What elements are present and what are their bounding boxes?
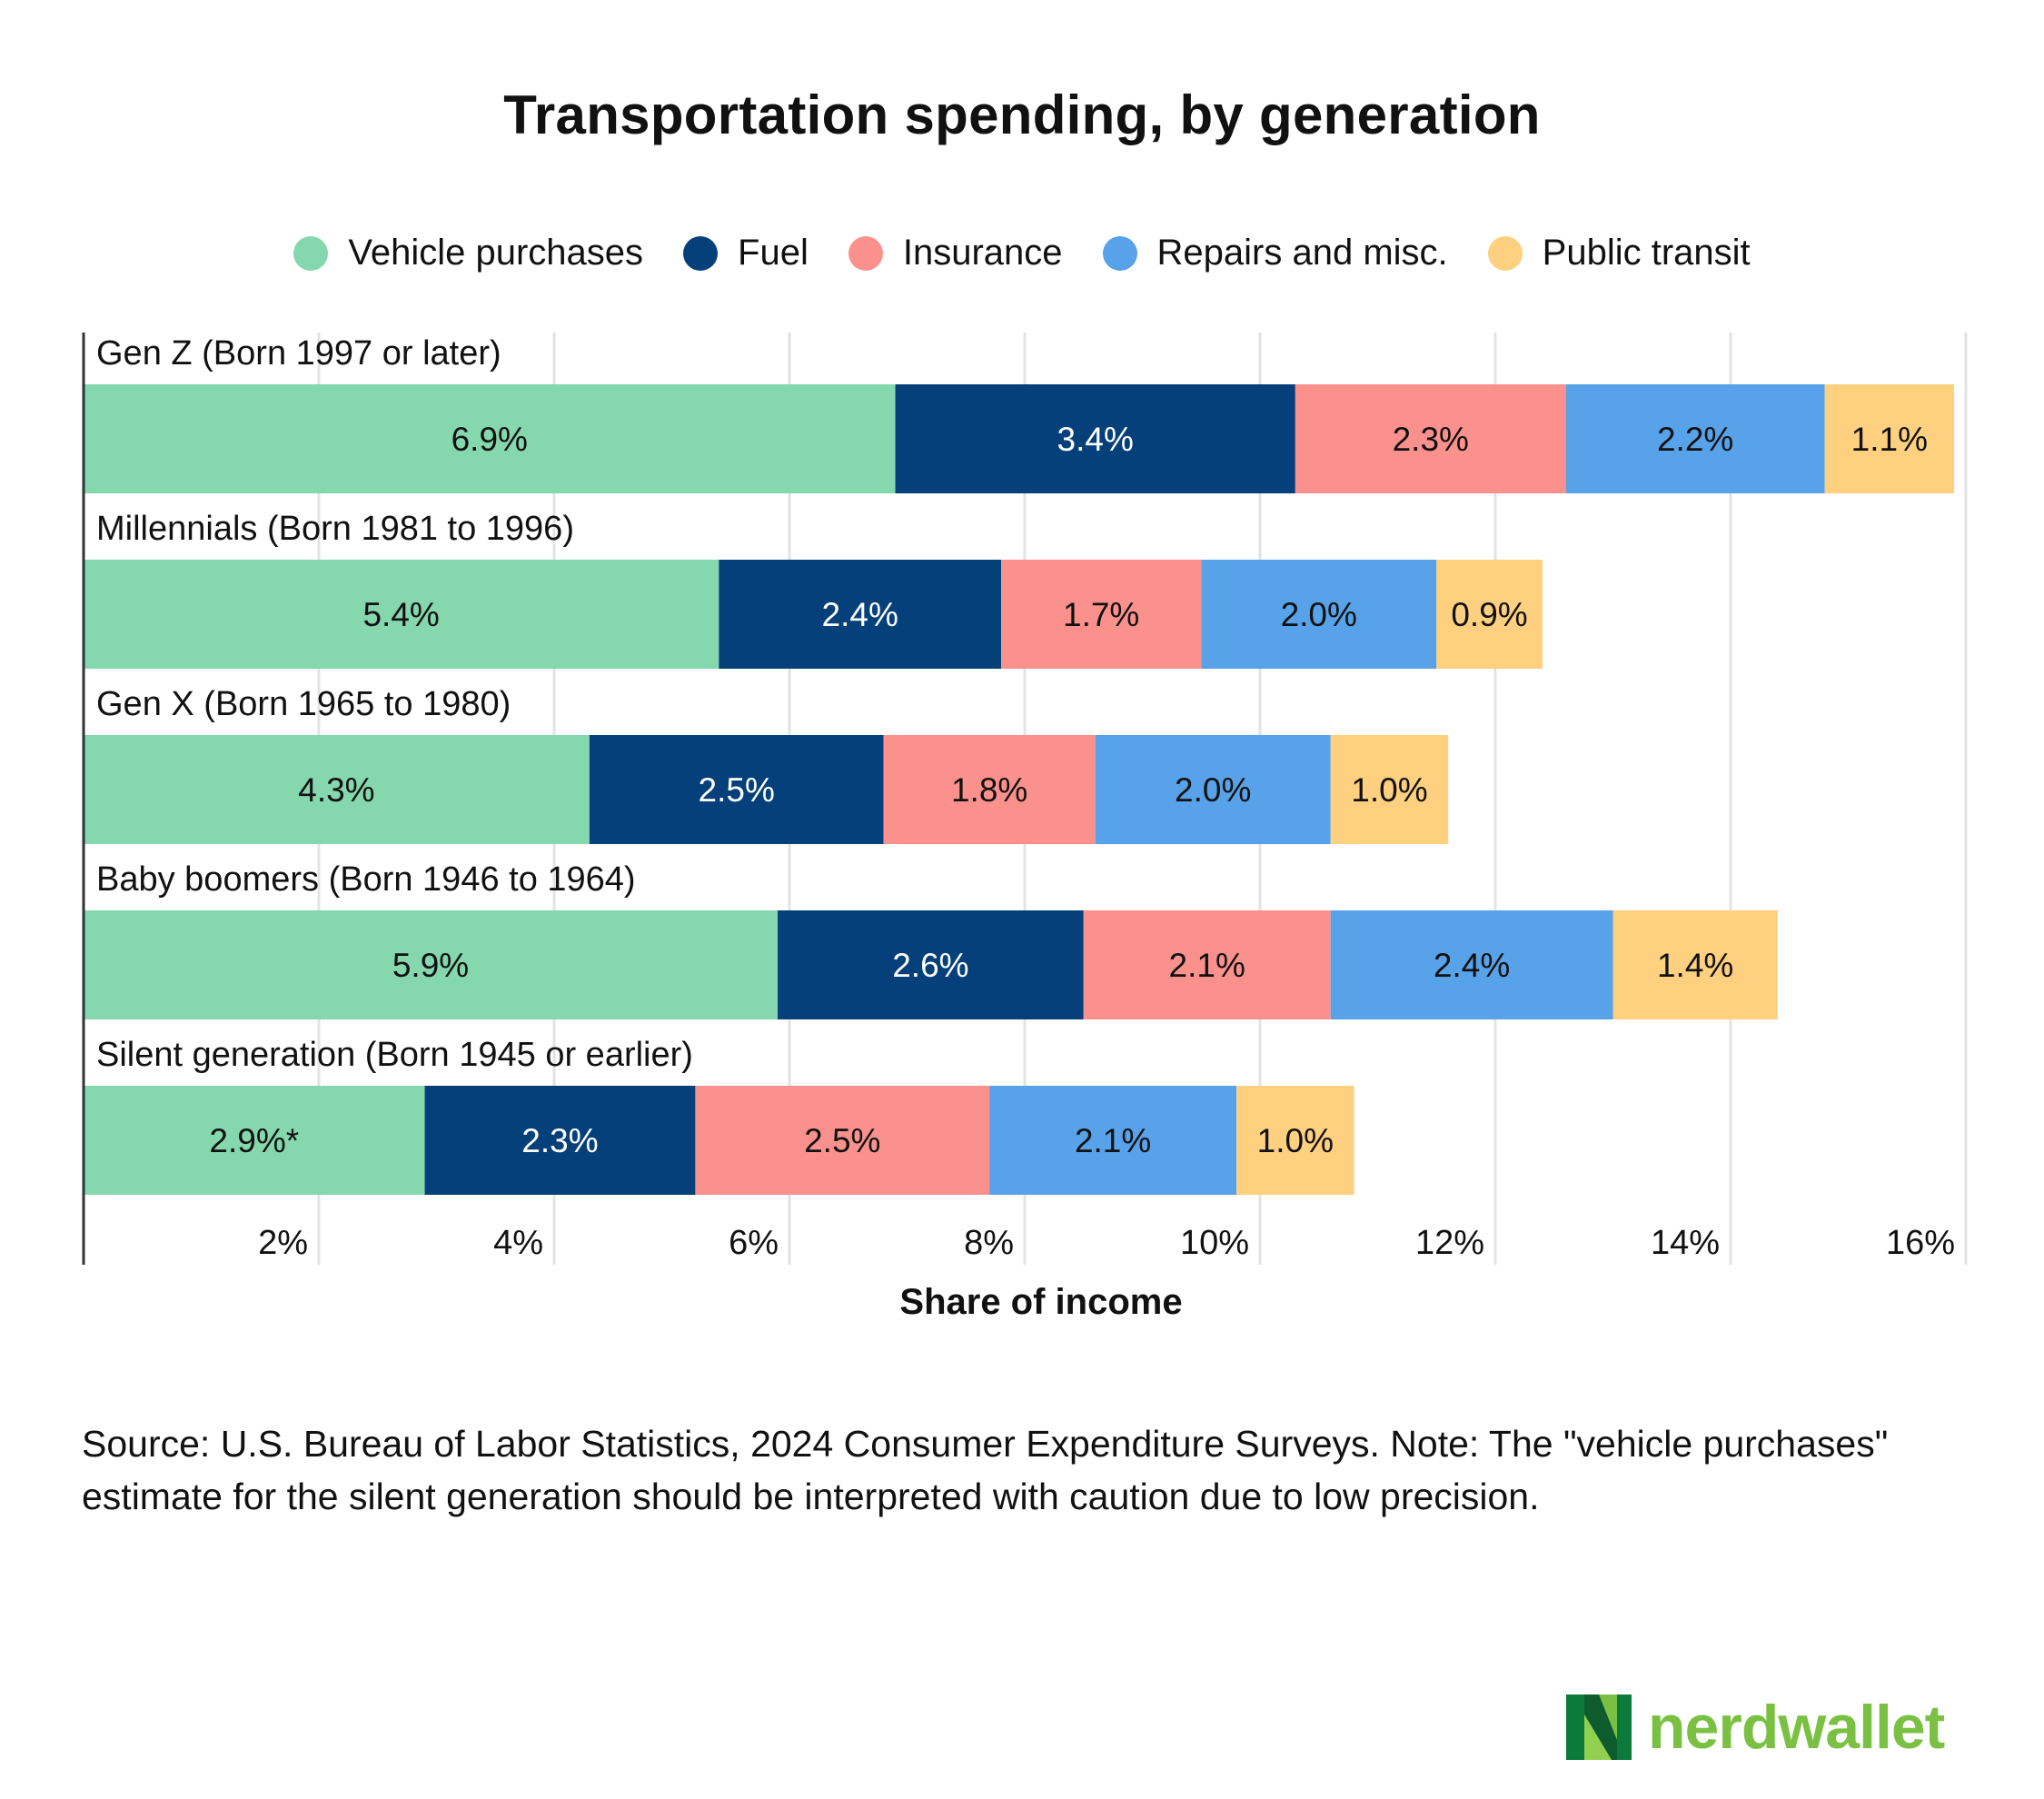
x-tick-label: 4%	[493, 1224, 543, 1262]
bar-segment	[1824, 384, 1955, 493]
nerdwallet-n-icon	[1566, 1695, 1632, 1760]
legend-label: Public transit	[1542, 233, 1751, 273]
legend-swatch	[683, 235, 719, 271]
category-label: Millennials (Born 1981 to 1996)	[96, 510, 574, 548]
bar-segment	[895, 384, 1295, 493]
x-tick-label: 16%	[1886, 1224, 1955, 1262]
data-label: 2.1%	[1075, 1122, 1151, 1159]
data-label: 2.3%	[521, 1122, 598, 1159]
bar-segment	[1001, 560, 1202, 669]
data-label: 2.4%	[822, 596, 898, 633]
data-label: 1.1%	[1851, 421, 1928, 458]
legend-label: Repairs and misc.	[1156, 233, 1448, 273]
bar-segment	[1330, 735, 1449, 844]
x-tick-label: 8%	[964, 1224, 1014, 1262]
legend-swatch	[293, 235, 329, 271]
data-label: 2.5%	[804, 1122, 880, 1159]
chart-legend: Vehicle purchases Fuel Insurance Repairs an…	[0, 233, 2044, 273]
bar-segment	[778, 910, 1084, 1019]
data-label: 1.0%	[1257, 1122, 1334, 1159]
data-label: 2.2%	[1657, 421, 1733, 458]
bar-segment	[424, 1086, 696, 1195]
stacked-bar-chart: Gen Z (Born 1997 or later) 6.9% 3.4% 2.3% 2.…	[82, 333, 1968, 1322]
x-tick-label: 12%	[1415, 1224, 1484, 1262]
bar-segment	[84, 560, 719, 669]
legend-item: Fuel	[683, 233, 809, 273]
data-label: 2.1%	[1169, 947, 1245, 984]
legend-label: Insurance	[902, 233, 1063, 273]
bar-segment	[695, 1086, 990, 1195]
bar-segment	[1436, 560, 1543, 669]
bar-segment	[84, 384, 896, 493]
legend-item: Public transit	[1487, 233, 1751, 273]
data-label: 1.4%	[1657, 947, 1733, 984]
data-label: 1.0%	[1351, 771, 1427, 809]
source-note: Source: U.S. Bureau of Labor Statistics,…	[82, 1423, 1889, 1517]
x-tick-label: 2%	[258, 1224, 308, 1262]
bar-segment	[1295, 384, 1566, 493]
legend-item: Vehicle purchases	[293, 233, 643, 273]
chart-title: Transportation spending, by generation	[503, 84, 1541, 145]
x-tick-label: 14%	[1651, 1224, 1720, 1262]
x-axis-title: Share of income	[899, 1282, 1182, 1322]
legend-label: Vehicle purchases	[348, 233, 644, 273]
category-label: Gen X (Born 1965 to 1980)	[96, 685, 511, 723]
x-tick-label: 10%	[1180, 1224, 1249, 1262]
legend-label: Fuel	[738, 233, 809, 273]
bar-segment	[883, 735, 1096, 844]
category-label: Baby boomers (Born 1946 to 1964)	[96, 860, 636, 899]
legend-item: Insurance	[848, 233, 1063, 273]
bar-segment	[989, 1086, 1237, 1195]
bar-segment	[589, 735, 884, 844]
data-label: 1.8%	[951, 771, 1027, 809]
nerdwallet-logo: nerdwallet	[1566, 1692, 1945, 1763]
data-label: 2.3%	[1393, 421, 1469, 458]
bar-segment	[1612, 910, 1778, 1019]
bar-segment	[1236, 1086, 1354, 1195]
bar-segment	[1565, 384, 1825, 493]
data-label: 2.0%	[1281, 596, 1357, 633]
data-label: 2.5%	[699, 771, 775, 809]
data-label: 3.4%	[1057, 421, 1134, 458]
data-label: 2.4%	[1434, 947, 1510, 984]
data-label: 1.7%	[1063, 596, 1139, 633]
bar-segment	[1201, 560, 1437, 669]
legend-swatch	[1102, 235, 1137, 271]
bar-segment	[84, 1086, 425, 1195]
logo-wordmark: nerdwallet	[1648, 1693, 1945, 1762]
legend-item: Repairs and misc.	[1102, 233, 1448, 273]
bar-segment	[1083, 910, 1331, 1019]
legend-swatch	[1487, 235, 1523, 271]
data-label: 2.0%	[1175, 771, 1251, 809]
bar-segment	[1330, 910, 1613, 1019]
data-label: 0.9%	[1451, 596, 1527, 633]
bar-segment	[719, 560, 1002, 669]
category-label: Gen Z (Born 1997 or later)	[96, 334, 501, 373]
data-label: 6.9%	[451, 421, 528, 458]
data-label: 5.4%	[362, 596, 439, 633]
x-tick-label: 6%	[729, 1224, 779, 1262]
data-label: 4.3%	[298, 771, 374, 809]
legend-swatch	[848, 235, 883, 271]
category-label: Silent generation (Born 1945 or earlier)	[96, 1036, 693, 1074]
bar-segment	[84, 735, 590, 844]
bar-segment	[1095, 735, 1331, 844]
data-label: 2.6%	[892, 947, 968, 984]
data-label: 2.9%*	[209, 1122, 299, 1159]
data-label: 5.9%	[392, 947, 469, 984]
bar-segment	[84, 910, 779, 1019]
